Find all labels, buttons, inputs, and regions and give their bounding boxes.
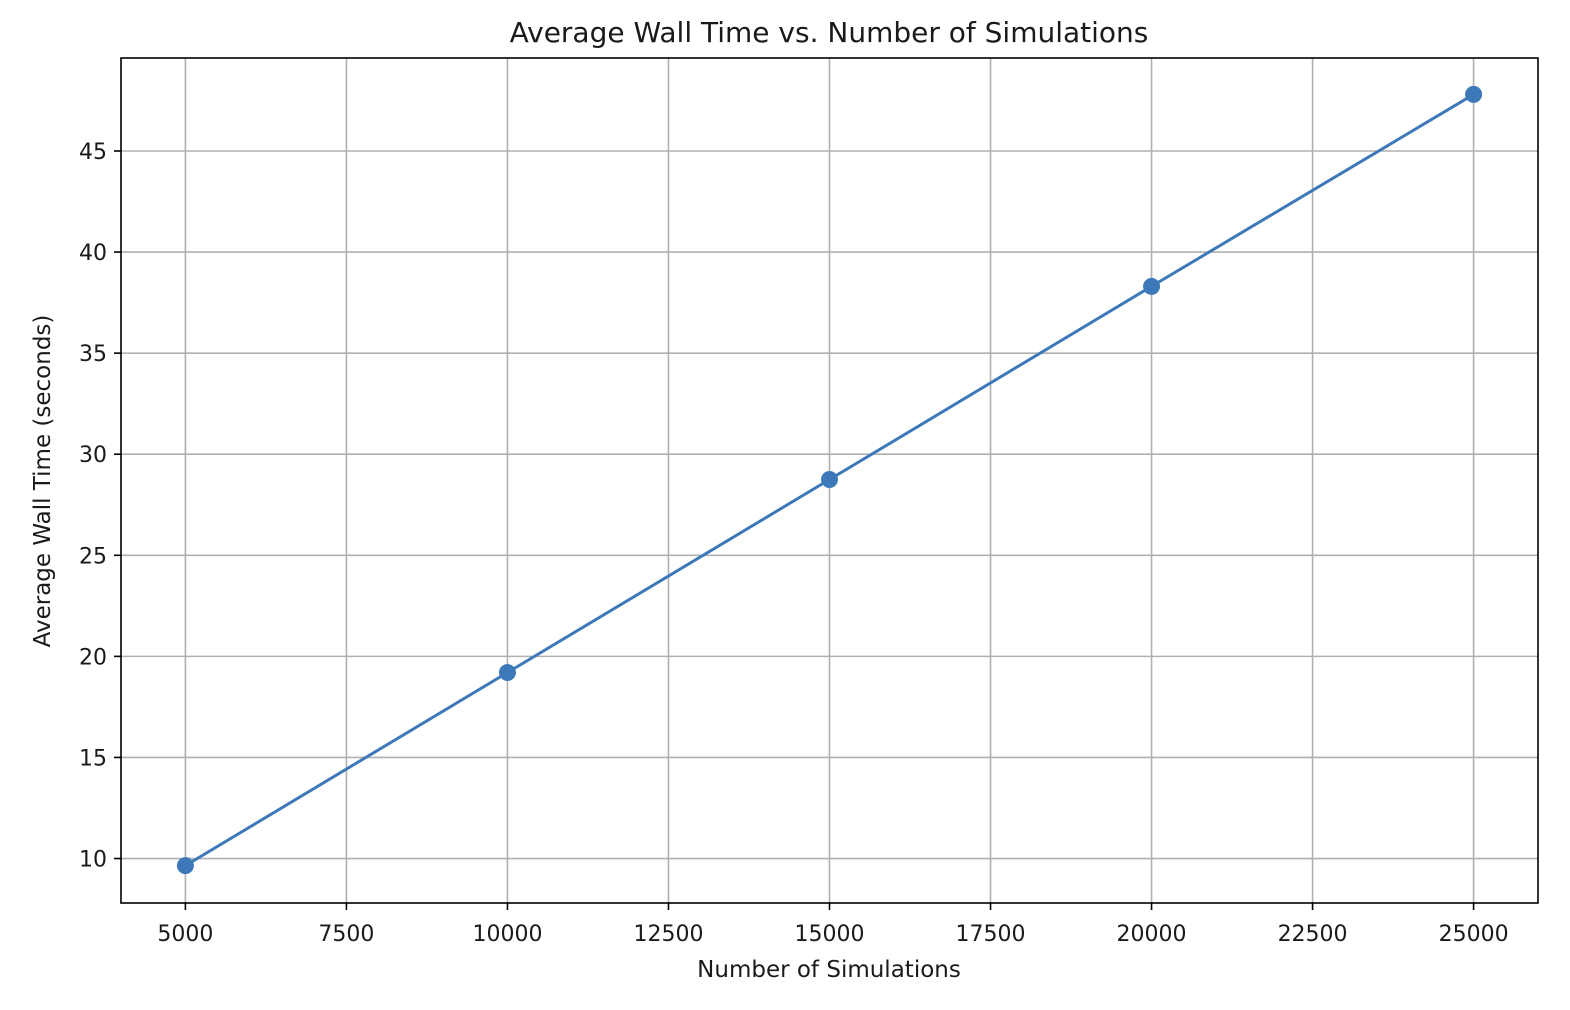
x-axis: 5000 7500 10000 12500 15000 17500 20000 22500 25… <box>157 903 1509 947</box>
x-tick-label: 10000 <box>472 922 542 947</box>
x-tick-label: 25000 <box>1439 922 1509 947</box>
y-tick-label: 40 <box>79 241 107 266</box>
x-tick-label: 15000 <box>795 922 865 947</box>
chart-title: Average Wall Time vs. Number of Simulati… <box>510 16 1149 49</box>
data-point <box>1143 277 1161 295</box>
x-tick-label: 17500 <box>956 922 1026 947</box>
data-point <box>498 664 516 682</box>
y-tick-label: 25 <box>79 544 107 569</box>
data-point <box>1465 85 1483 103</box>
y-tick-label: 10 <box>79 848 107 873</box>
y-tick-label: 20 <box>79 645 107 670</box>
data-point <box>176 857 194 875</box>
data-point <box>821 470 838 488</box>
y-tick-label: 45 <box>79 140 107 165</box>
y-axis: 10 15 20 25 30 35 40 45 <box>79 140 121 873</box>
x-tick-label: 7500 <box>318 922 374 947</box>
x-tick-label: 22500 <box>1278 922 1348 947</box>
y-axis-label: Average Wall Time (seconds) <box>30 315 56 648</box>
x-tick-label: 20000 <box>1117 922 1187 947</box>
y-tick-label: 15 <box>79 746 107 771</box>
series-layer <box>176 85 1483 875</box>
y-tick-label: 35 <box>79 342 107 367</box>
x-axis-label: Number of Simulations <box>697 957 961 983</box>
x-tick-label: 12500 <box>633 922 703 947</box>
y-tick-label: 30 <box>79 443 107 468</box>
x-tick-label: 5000 <box>157 922 213 947</box>
grid-lines <box>121 58 1538 903</box>
